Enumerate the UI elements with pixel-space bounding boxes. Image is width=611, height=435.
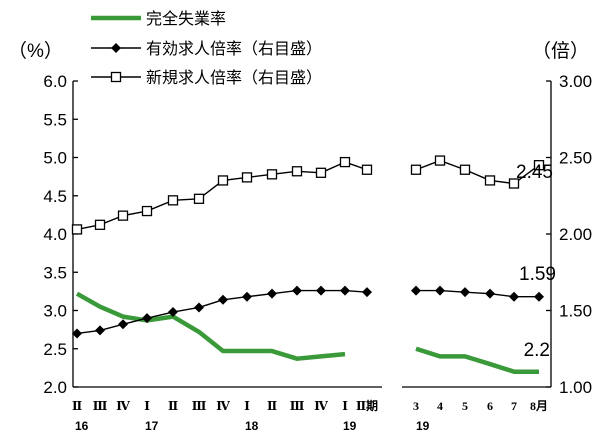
diamond-marker [435, 285, 445, 296]
x-year-label: 18 [245, 419, 259, 433]
x-tick-label: Ⅰ [244, 399, 250, 413]
right-tick-label: 3.00 [559, 72, 592, 91]
diamond-marker [72, 328, 82, 339]
series-line-1-monthly [416, 289, 539, 298]
x-tick-label: Ⅱ [168, 399, 178, 413]
legend-label: 完全失業率 [146, 10, 226, 28]
left-tick-label: 3.5 [43, 263, 67, 282]
x-tick-label: 8月 [530, 399, 548, 413]
x-year-label: 19 [416, 419, 430, 433]
x-year-label: 17 [145, 419, 159, 433]
legend-label: 有効求人倍率（右目盛） [146, 40, 322, 58]
square-marker [533, 159, 545, 171]
x-tick-label: 5 [462, 399, 468, 413]
diamond-marker [242, 291, 252, 302]
diamond-marker [509, 291, 519, 302]
x-tick-label: Ⅱ [267, 399, 277, 413]
diamond-marker [411, 285, 421, 296]
x-tick-label: 7 [511, 399, 517, 413]
square-marker [315, 167, 327, 178]
square-marker [410, 164, 422, 175]
square-marker [117, 210, 129, 221]
right-tick-label: 1.00 [559, 378, 592, 397]
diamond-marker [194, 302, 204, 313]
x-tick-label: 6 [487, 399, 493, 413]
right-axis-unit: （倍） [532, 40, 589, 62]
x-tick-label: Ⅳ [216, 399, 230, 413]
square-marker [361, 164, 373, 175]
x-tick-label: Ⅰ [144, 399, 150, 413]
right-tick-label: 1.50 [559, 302, 592, 321]
square-marker [167, 195, 179, 206]
x-tick-label: Ⅰ [342, 399, 348, 413]
left-tick-label: 5.0 [43, 149, 67, 168]
x-year-label: 19 [343, 419, 357, 433]
diamond-marker [292, 285, 302, 296]
x-tick-label: Ⅲ [290, 399, 305, 413]
square-marker [193, 193, 205, 204]
square-marker [241, 172, 253, 183]
square-marker [94, 219, 106, 230]
diamond-marker [95, 325, 105, 336]
square-marker [339, 156, 351, 168]
axes: 2.02.53.03.54.04.55.05.56.01.001.502.002… [43, 72, 592, 433]
data-labels: 2.45 1.59 2.2 [516, 162, 556, 361]
x-tick-label: Ⅲ [192, 399, 207, 413]
left-tick-label: 2.5 [43, 340, 67, 359]
legend-square-marker [110, 71, 122, 83]
right-tick-label: 2.50 [559, 149, 592, 168]
diamond-marker [142, 313, 152, 324]
series-line-0-monthly [415, 346, 539, 374]
x-tick-label: 3 [413, 399, 419, 413]
legend-diamond-marker [111, 43, 121, 53]
right-tick-label: 2.00 [559, 225, 592, 244]
diamond-marker [534, 291, 544, 302]
diamond-marker [460, 287, 470, 298]
diamond-marker [485, 288, 495, 299]
left-tick-label: 2.0 [43, 378, 67, 397]
data-label: 2.45 [516, 162, 553, 183]
x-tick-label: Ⅲ [93, 399, 108, 413]
data-label: 2.2 [524, 340, 550, 361]
left-tick-label: 3.0 [43, 302, 67, 321]
square-marker [434, 155, 446, 166]
square-marker [484, 175, 496, 186]
square-marker [459, 164, 471, 175]
diamond-marker [340, 285, 350, 296]
x-tick-label: 4 [437, 399, 443, 413]
diamond-marker [168, 307, 178, 318]
legend-label: 新規求人倍率（右目盛） [146, 69, 322, 87]
left-tick-label: 4.0 [43, 225, 67, 244]
series-layer [71, 155, 545, 374]
series-line-0-quarterly [75, 291, 346, 361]
diamond-marker [218, 294, 228, 305]
x-tick-label: Ⅱ [72, 399, 82, 413]
diamond-marker [362, 287, 372, 298]
data-label: 1.59 [519, 264, 556, 285]
diamond-marker [267, 288, 277, 299]
square-marker [266, 169, 278, 180]
square-marker [217, 175, 229, 186]
square-marker [71, 224, 83, 235]
x-tick-label: Ⅳ [314, 399, 328, 413]
x-tick-label: Ⅱ期 [356, 398, 378, 413]
square-marker [141, 205, 153, 217]
x-year-label: 16 [75, 419, 89, 433]
square-marker [508, 178, 520, 189]
left-axis-unit: （%） [8, 40, 63, 62]
left-tick-label: 4.5 [43, 187, 67, 206]
diamond-marker [316, 285, 326, 296]
left-tick-label: 5.5 [43, 110, 67, 129]
diamond-marker [118, 319, 128, 330]
square-marker [291, 166, 303, 177]
x-tick-label: Ⅳ [116, 399, 130, 413]
left-tick-label: 6.0 [43, 72, 67, 91]
